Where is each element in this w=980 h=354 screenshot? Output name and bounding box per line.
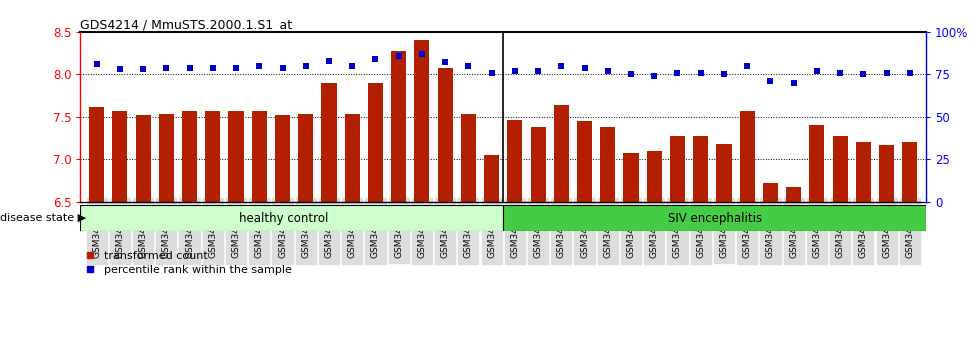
Text: disease state ▶: disease state ▶ [0, 213, 86, 223]
Bar [135, 115, 151, 202]
Bar [345, 114, 360, 202]
Bar [647, 151, 662, 202]
Bar [275, 115, 290, 202]
Point [623, 72, 639, 77]
Bar [113, 111, 127, 202]
Point [809, 68, 825, 74]
Bar [159, 114, 173, 202]
Point [530, 68, 546, 74]
Point [181, 65, 197, 70]
Bar [438, 68, 453, 202]
Bar [484, 155, 499, 202]
Bar [879, 145, 894, 202]
Point [647, 73, 662, 79]
Text: SIV encephalitis: SIV encephalitis [667, 212, 761, 224]
Bar [368, 83, 383, 202]
Point [368, 56, 383, 62]
Point [135, 67, 151, 72]
Bar [321, 83, 336, 202]
Point [159, 65, 174, 70]
Bar [740, 111, 755, 202]
Point [344, 63, 360, 69]
Bar [716, 144, 731, 202]
Point [879, 70, 895, 75]
Text: healthy control: healthy control [239, 212, 328, 224]
Bar [503, 205, 926, 231]
Bar [577, 121, 592, 202]
Bar [623, 153, 639, 202]
Bar [508, 120, 522, 202]
Point [554, 63, 569, 69]
Bar [182, 111, 197, 202]
Point [739, 63, 755, 69]
Bar [903, 142, 917, 202]
Bar [461, 114, 476, 202]
Point [902, 70, 917, 75]
Bar [670, 136, 685, 202]
Point [228, 65, 244, 70]
Bar [554, 105, 568, 202]
Point [321, 58, 337, 64]
Point [507, 68, 522, 74]
Bar [89, 107, 104, 202]
Point [112, 67, 127, 72]
Bar [833, 136, 848, 202]
Point [669, 70, 685, 75]
Point [298, 63, 314, 69]
Point [415, 51, 430, 57]
Bar [530, 127, 546, 202]
Point [762, 78, 778, 84]
Point [252, 63, 268, 69]
Text: GDS4214 / MmuSTS.2000.1.S1_at: GDS4214 / MmuSTS.2000.1.S1_at [80, 18, 292, 31]
Point [274, 65, 290, 70]
Point [786, 80, 802, 86]
Bar [205, 111, 220, 202]
Bar [786, 187, 802, 202]
Point [205, 65, 220, 70]
Point [856, 72, 871, 77]
Point [716, 72, 732, 77]
Point [461, 63, 476, 69]
Point [484, 70, 500, 75]
Point [391, 53, 407, 58]
Bar [391, 51, 407, 202]
Bar [809, 125, 824, 202]
Bar [415, 40, 429, 202]
Bar [600, 127, 615, 202]
Bar [693, 136, 709, 202]
Bar [298, 114, 314, 202]
Bar [80, 205, 503, 231]
Point [693, 70, 709, 75]
Point [89, 61, 105, 67]
Point [600, 68, 615, 74]
Point [437, 59, 453, 65]
Point [576, 65, 592, 70]
Bar [856, 142, 871, 202]
Legend: transformed count, percentile rank within the sample: transformed count, percentile rank withi… [86, 251, 292, 275]
Bar [762, 183, 778, 202]
Bar [228, 111, 244, 202]
Bar [252, 111, 267, 202]
Point [832, 70, 848, 75]
